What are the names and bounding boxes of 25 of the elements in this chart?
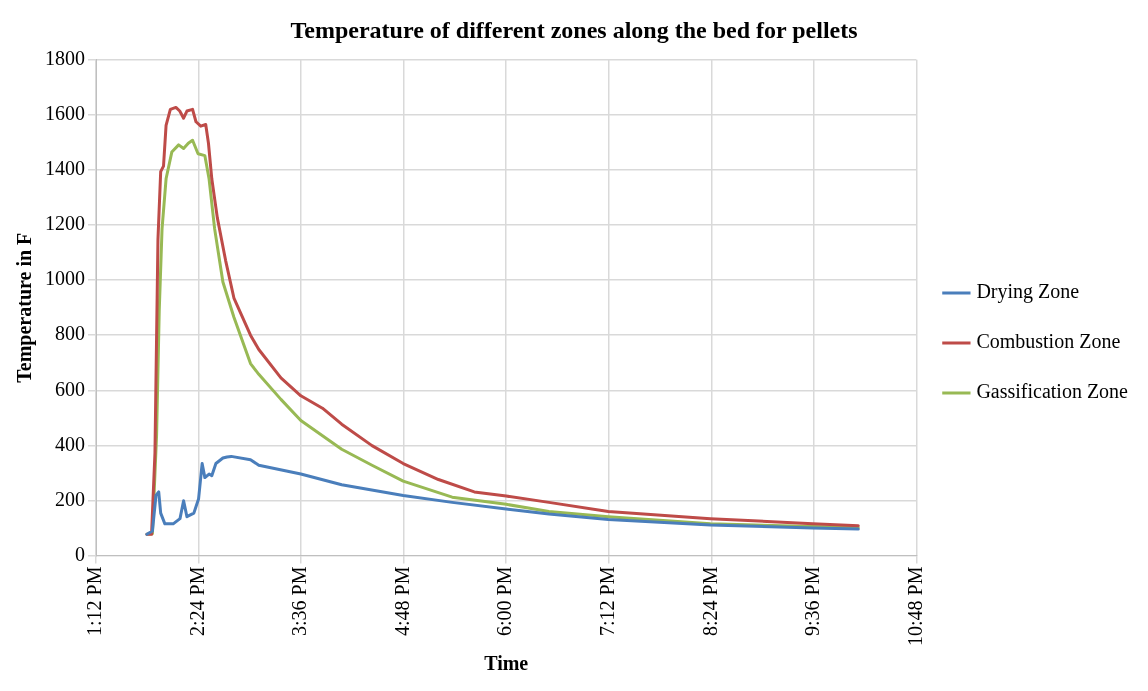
legend-label: Combustion Zone	[976, 330, 1121, 353]
legend-label: Gassification Zone	[976, 380, 1129, 403]
x-axis-title: Time	[484, 652, 529, 675]
x-tick-label: 10:48 PM	[903, 566, 926, 647]
y-tick-label: 1400	[45, 157, 85, 180]
y-tick-label: 400	[55, 432, 85, 455]
x-tick-label: 2:24 PM	[185, 566, 208, 637]
y-axis-title: Temperature in F	[13, 232, 37, 383]
x-tick-label: 4:48 PM	[390, 566, 413, 637]
y-tick-label: 1000	[45, 267, 85, 290]
y-tick-label: 1200	[45, 212, 85, 235]
x-tick-label: 6:00 PM	[493, 566, 516, 637]
y-tick-label: 1800	[45, 47, 85, 70]
x-tick-label: 1:12 PM	[83, 566, 106, 637]
x-tick-label: 9:36 PM	[801, 566, 824, 637]
y-tick-label: 600	[55, 377, 85, 400]
x-tick-label: 8:24 PM	[698, 566, 721, 637]
y-tick-label: 1600	[45, 102, 85, 125]
y-tick-label: 200	[55, 487, 85, 510]
x-tick-label: 3:36 PM	[288, 566, 311, 637]
y-tick-label: 0	[75, 542, 85, 565]
chart-title: Temperature of different zones along the bed for pellets	[290, 16, 858, 43]
x-tick-label: 7:12 PM	[595, 566, 618, 637]
legend-label: Drying Zone	[976, 280, 1080, 304]
y-tick-label: 800	[55, 322, 85, 345]
